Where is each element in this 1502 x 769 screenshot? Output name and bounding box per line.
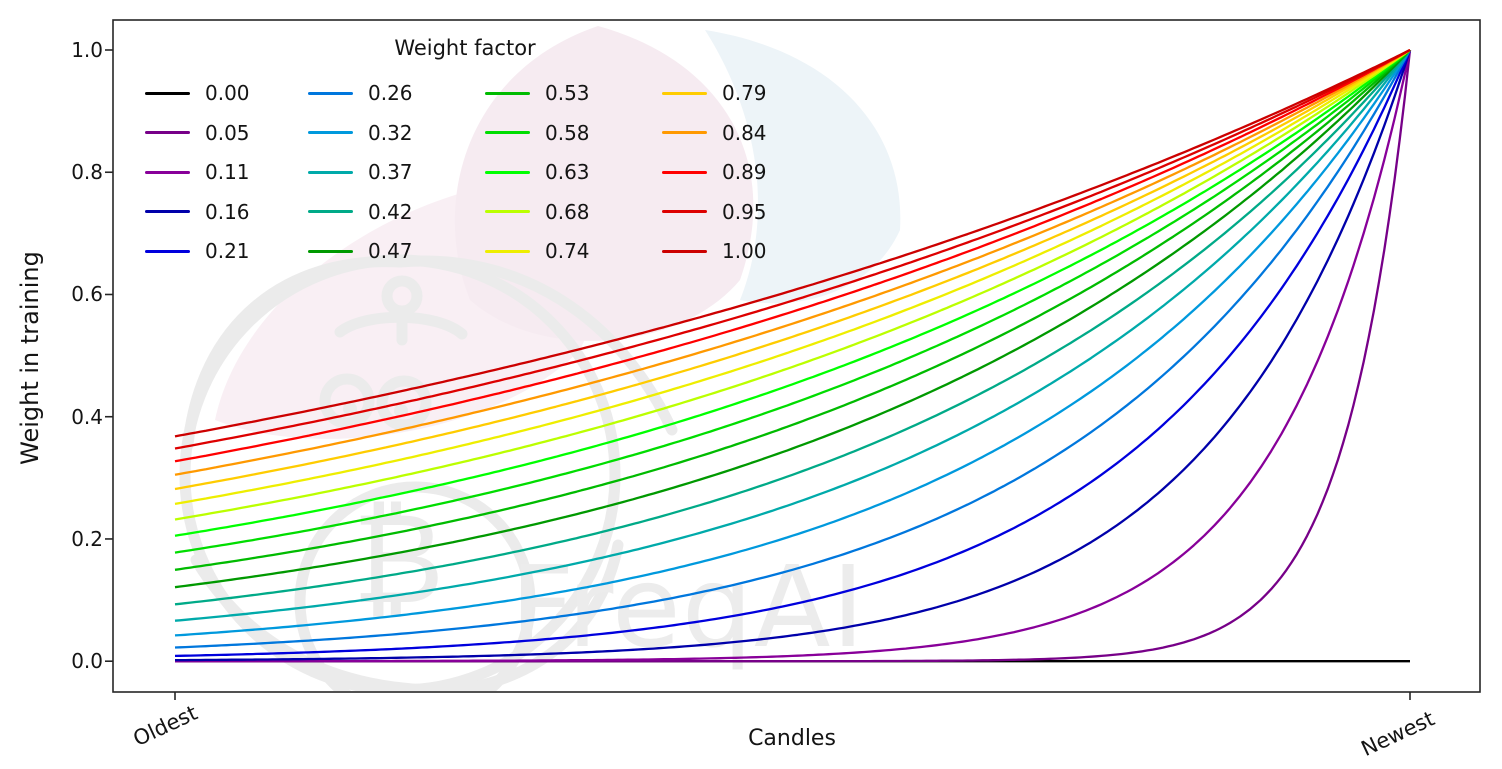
curve-0.11 [175, 49, 1412, 663]
curve-0.63 [174, 49, 1411, 537]
plot-frame [112, 19, 1481, 693]
y-tick-0.6: 0.6 [71, 282, 103, 307]
curve-0.47 [174, 49, 1411, 589]
y-tick-0.8: 0.8 [71, 160, 103, 185]
robot-right-wing [394, 255, 678, 436]
y-tick-1.0: 1.0 [71, 38, 103, 62]
robot-left-wing [182, 256, 406, 451]
curve-0.53 [174, 49, 1411, 571]
curve-0.79 [174, 49, 1411, 491]
x-axis-label: Candles [748, 726, 836, 751]
curve-0.58 [174, 49, 1411, 554]
robot-right-eye [376, 375, 432, 431]
y-tick-0.2: 0.2 [71, 526, 103, 551]
curve-1.00 [174, 48, 1411, 438]
watermark-petal-pink [454, 26, 754, 341]
robot-head-arc [334, 311, 468, 340]
y-tick-0.4: 0.4 [71, 404, 103, 429]
freqai-watermark: ₿ FreqAI [179, 26, 901, 691]
y-axis-label: Weight in training [16, 251, 44, 465]
curve-0.16 [175, 49, 1412, 662]
watermark-petal-blue [705, 30, 901, 304]
watermark-robot-logo [179, 254, 678, 691]
curve-0.26 [174, 49, 1412, 649]
curve-0.37 [174, 49, 1411, 622]
robot-body-circle [294, 481, 536, 691]
curve-0.32 [174, 49, 1411, 637]
curve-0.68 [174, 49, 1411, 521]
curve-0.89 [174, 48, 1411, 463]
tick-marks [105, 49, 1411, 700]
curve-0.42 [174, 49, 1411, 606]
curve-0.21 [174, 49, 1412, 658]
curve-0.84 [174, 49, 1411, 476]
watermark-petals [215, 26, 901, 439]
curve-0.95 [174, 48, 1411, 450]
curve-0.74 [174, 49, 1411, 506]
robot-left-eye [319, 373, 375, 429]
y-tick-0.0: 0.0 [71, 649, 103, 674]
curve-group [174, 48, 1412, 663]
